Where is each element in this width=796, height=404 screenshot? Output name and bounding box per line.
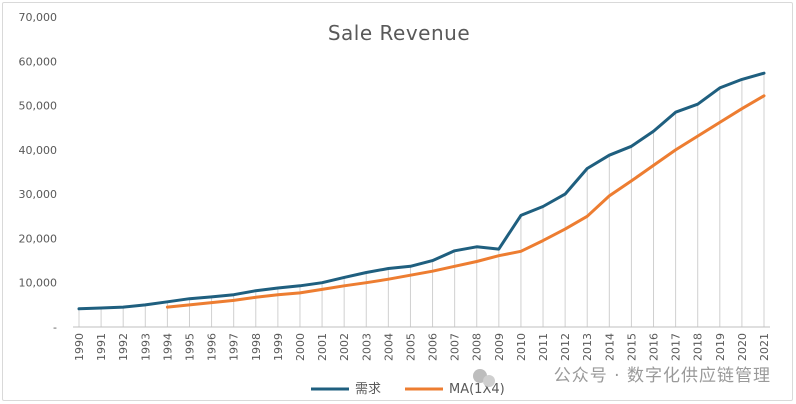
x-tick-label: 2014 [603,333,616,361]
x-tick-label: 1996 [206,333,219,361]
y-tick-label: 70,000 [19,11,58,24]
series-layer [77,71,766,311]
x-tick-label: 1995 [183,333,196,361]
x-tick-label: 1990 [73,333,86,361]
y-tick-label: - [53,321,57,334]
y-axis: - 10,000 20,000 30,000 40,000 50,000 60,000 70,… [19,11,58,334]
drop-lines [78,73,765,327]
x-tick-label: 2012 [559,333,572,361]
x-tick-label: 1997 [228,333,241,361]
x-tick-label: 2011 [537,333,550,361]
x-tick-label: 2007 [449,333,462,361]
wechat-icon [473,369,495,387]
x-tick-label: 1999 [272,333,285,361]
x-tick-label: 2004 [382,333,395,361]
x-tick-label: 2018 [692,333,705,361]
x-tick-label: 2017 [670,333,683,361]
legend-label-2: MA(1X4) [449,382,505,397]
x-tick-label: 2003 [360,333,373,361]
y-tick-label: 60,000 [19,55,58,68]
x-tick-label: 1993 [139,333,152,361]
x-tick-label: 2015 [625,333,638,361]
x-tick-label: 2019 [714,333,727,361]
x-tick-label: 2008 [471,333,484,361]
x-tick-label: 2013 [581,333,594,361]
x-tick-label: 1998 [250,333,263,361]
x-tick-label: 2002 [338,333,351,361]
series-line-1 [77,71,766,311]
x-tick-label: 2020 [736,333,749,361]
x-tick-label: 2000 [294,333,307,361]
chart-title: Sale Revenue [328,21,470,45]
watermark-text: 公众号 · 数字化供应链管理 [554,366,771,386]
x-tick-label: 1994 [161,333,174,361]
legend: 需求 MA(1X4) [311,382,505,397]
line-chart: Sale Revenue - 10,000 20,000 30,000 40,000 50… [19,11,772,397]
x-tick-label: 2009 [493,333,506,361]
x-tick-label: 2021 [758,333,771,361]
x-tick-label: 1991 [95,333,108,361]
y-tick-label: 40,000 [19,144,58,157]
y-tick-label: 20,000 [19,232,58,245]
y-tick-label: 50,000 [19,100,58,113]
legend-label-1: 需求 [355,382,381,397]
x-tick-label: 2010 [515,333,528,361]
x-tick-label: 2016 [648,333,661,361]
x-tick-label: 2006 [427,333,440,361]
x-tick-label: 2005 [404,333,417,361]
x-axis: 1990 1991 1992 1993 1994 1995 1996 1997 1998 1999… [73,326,771,361]
x-tick-label: 2001 [316,333,329,361]
y-tick-label: 30,000 [19,188,58,201]
x-tick-label: 1992 [117,333,130,361]
series-line-2 [165,94,766,309]
y-tick-label: 10,000 [19,277,58,290]
